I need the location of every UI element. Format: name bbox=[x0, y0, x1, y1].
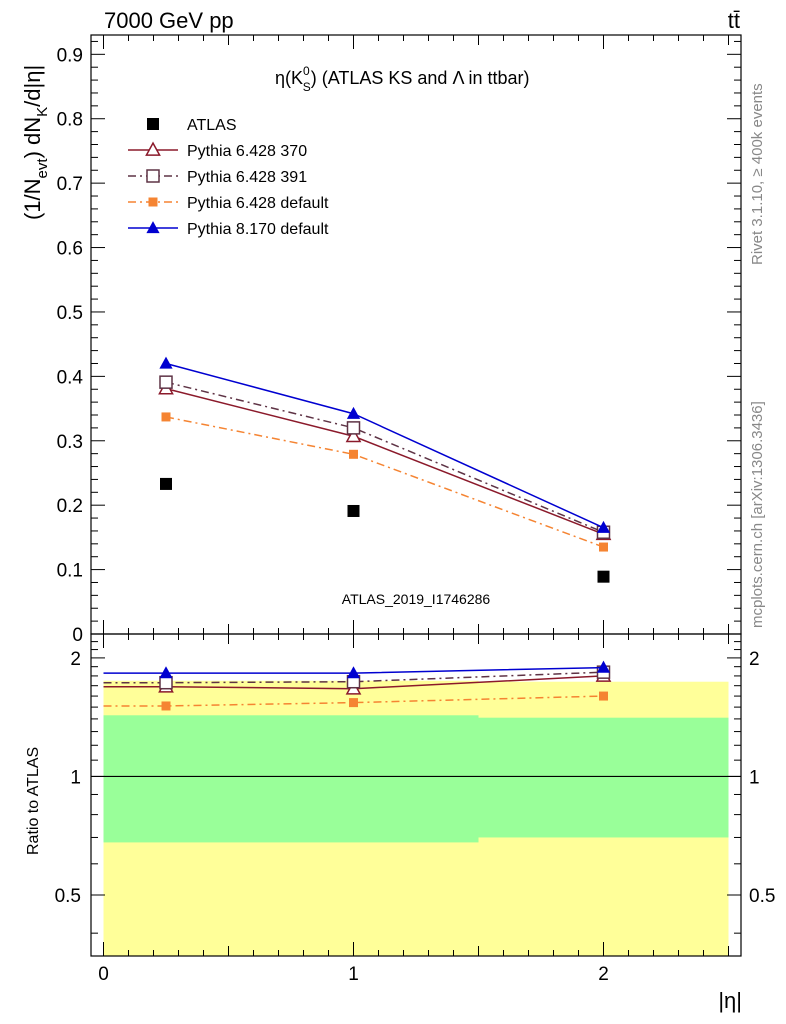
plot-title-sup: 0 bbox=[303, 64, 310, 78]
y-tick-label: 0.4 bbox=[57, 367, 84, 388]
ratio-y-axis-label: Ratio to ATLAS bbox=[25, 747, 42, 855]
point-atlas-2 bbox=[597, 570, 610, 583]
line-pythia-6-428-370 bbox=[165, 387, 604, 535]
y-tick-label: 0.8 bbox=[57, 110, 83, 131]
ratio-line-pythia-6-428-370 bbox=[103, 675, 604, 690]
y-tick-label: 0 bbox=[72, 625, 83, 646]
ratio-series-pythia-8-170-default bbox=[103, 660, 611, 679]
y-tick-label: 0.5 bbox=[57, 303, 83, 324]
point-pythia-6-428-370-1 bbox=[345, 427, 362, 443]
legend-entry-pythia-6-428-391: Pythia 6.428 391 bbox=[128, 169, 307, 186]
legend-label-atlas: ATLAS bbox=[187, 117, 237, 134]
band-green-1 bbox=[228, 715, 479, 843]
y-tick-label: 0.1 bbox=[57, 561, 83, 582]
point-pythia-6-428-391-0 bbox=[159, 375, 173, 389]
ratio-y-tick-label-right: 0.5 bbox=[749, 886, 775, 907]
series-pythia-6-428-391 bbox=[159, 375, 611, 539]
point-pythia-6-428-default-0 bbox=[161, 412, 171, 422]
ratio-line-pythia-8-170-default bbox=[103, 666, 604, 674]
y-label-b: ) dN bbox=[20, 117, 45, 159]
ratio-point-pythia-6-428-default-2 bbox=[599, 691, 608, 701]
y-tick-label: 0.6 bbox=[57, 239, 83, 260]
band-green-2 bbox=[478, 717, 729, 838]
legend-marker-pythia-6-428-370 bbox=[145, 141, 161, 156]
point-pythia-8-170-default-2 bbox=[596, 520, 611, 533]
legend-label-pythia-6-428-391: Pythia 6.428 391 bbox=[187, 169, 307, 186]
series-atlas bbox=[160, 477, 610, 583]
ratio-line-pythia-6-428-default bbox=[103, 695, 604, 707]
ratio-point-pythia-8-170-default-2 bbox=[596, 660, 611, 673]
legend-marker-atlas bbox=[147, 118, 159, 130]
plot-title-pre: η(K bbox=[275, 68, 303, 88]
y-tick-label: 0.3 bbox=[57, 432, 83, 453]
y-tick-label: 0.2 bbox=[57, 496, 83, 517]
ratio-y-tick-label: 1 bbox=[70, 767, 81, 788]
plot-title: η(K0 S) (ATLAS KS and Λ in ttbar) bbox=[275, 64, 530, 94]
legend-marker-pythia-8-170-default bbox=[146, 221, 160, 234]
ratio-series-pythia-6-428-default bbox=[103, 691, 608, 711]
x-tick-label: 2 bbox=[598, 964, 609, 985]
ratio-point-pythia-6-428-default-1 bbox=[349, 698, 358, 708]
legend-label-pythia-6-428-370: Pythia 6.428 370 bbox=[187, 143, 307, 160]
legend-marker-pythia-6-428-default bbox=[148, 197, 158, 207]
legend: ATLAS Pythia 6.428 370 Pythia 6.428 391 Pyt… bbox=[128, 117, 329, 238]
series-pythia-6-428-370 bbox=[158, 380, 612, 541]
ratio-line-pythia-6-428-391 bbox=[103, 671, 604, 684]
ratio-panel: 0.5 0.5 1 1 2 2 0 1 2 Ratio to ATLAS |η| bbox=[25, 633, 775, 1013]
ratio-y-tick-label: 2 bbox=[70, 649, 81, 670]
point-pythia-8-170-default-0 bbox=[159, 356, 173, 369]
legend-entry-pythia-6-428-370: Pythia 6.428 370 bbox=[128, 141, 307, 160]
series-pythia-6-428-default bbox=[161, 412, 608, 552]
ratio-point-pythia-8-170-default-1 bbox=[346, 666, 361, 679]
line-pythia-6-428-default bbox=[165, 416, 604, 548]
main-panel: 0 0.1 0.2 0.3 0.4 0.5 0.6 0.7 0.8 0.9 ATLAS_2019_… bbox=[20, 34, 742, 646]
x-tick-label: 0 bbox=[98, 964, 109, 985]
legend-entry-pythia-8-170-default: Pythia 8.170 default bbox=[128, 221, 329, 238]
legend-label-pythia-8-170-default: Pythia 8.170 default bbox=[187, 221, 329, 238]
ratio-y-tick-label-right: 2 bbox=[749, 649, 760, 670]
y-label-sub1: evt bbox=[34, 158, 51, 179]
ratio-y-tick-label: 0.5 bbox=[55, 886, 81, 907]
legend-entry-pythia-6-428-default: Pythia 6.428 default bbox=[128, 195, 329, 212]
point-pythia-6-428-default-1 bbox=[349, 449, 358, 459]
plot-title-post: ) (ATLAS KS and Λ in ttbar) bbox=[311, 68, 530, 88]
y-label-c: /d|η| bbox=[20, 65, 45, 107]
point-pythia-8-170-default-1 bbox=[346, 406, 361, 419]
watermark: ATLAS_2019_I1746286 bbox=[342, 591, 491, 607]
mcplots-label: mcplots.cern.ch [arXiv:1306.3436] bbox=[749, 401, 766, 628]
y-tick-label: 0.7 bbox=[57, 174, 83, 195]
band-green-0 bbox=[103, 715, 229, 843]
plot-title-sub: S bbox=[303, 80, 311, 94]
y-axis-label: (1/Nevt) dNK/d|η| bbox=[20, 65, 51, 220]
point-atlas-1 bbox=[347, 504, 360, 517]
ratio-point-pythia-8-170-default-0 bbox=[159, 666, 173, 679]
x-axis-label: |η| bbox=[718, 988, 742, 1013]
point-pythia-6-428-391-1 bbox=[346, 421, 361, 435]
y-tick-label: 0.9 bbox=[57, 45, 83, 66]
legend-marker-pythia-6-428-391 bbox=[146, 169, 160, 183]
series-pythia-8-170-default bbox=[159, 356, 611, 533]
y-label-sub2: K bbox=[34, 107, 51, 117]
header-left-label: 7000 GeV pp bbox=[104, 8, 234, 33]
x-tick-label: 1 bbox=[348, 964, 359, 985]
rivet-version-label: Rivet 3.1.10, ≥ 400k events bbox=[749, 83, 766, 265]
ratio-y-tick-label-right: 1 bbox=[749, 767, 760, 788]
header-right-label: tt̄ bbox=[728, 8, 740, 33]
legend-entry-atlas: ATLAS bbox=[147, 117, 237, 134]
point-pythia-6-428-default-2 bbox=[599, 542, 608, 552]
ratio-point-pythia-6-428-391-0 bbox=[159, 675, 173, 690]
y-label-a: (1/N bbox=[20, 178, 45, 220]
legend-label-pythia-6-428-default: Pythia 6.428 default bbox=[187, 195, 329, 212]
ratio-point-pythia-6-428-default-0 bbox=[161, 701, 171, 711]
ratio-frame bbox=[90, 633, 742, 957]
point-atlas-0 bbox=[160, 477, 172, 490]
line-pythia-8-170-default bbox=[165, 362, 604, 529]
